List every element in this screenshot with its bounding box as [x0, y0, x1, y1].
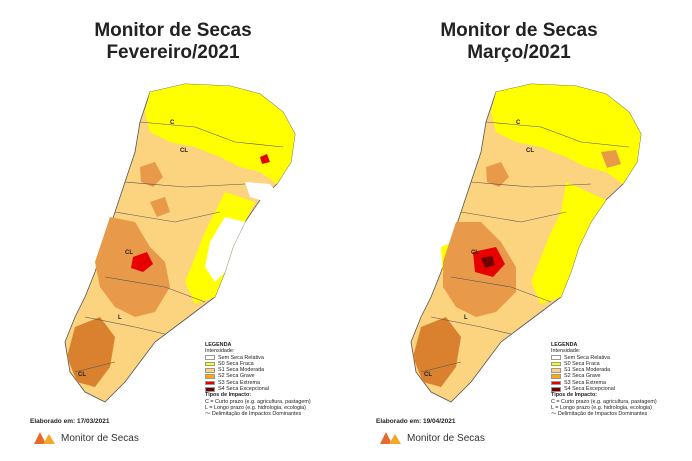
legend-impact-item: L = Longo prazo (e.g. hidrologia, ecolog… [205, 404, 306, 411]
impact-label: CL [526, 148, 534, 154]
legend-row: S1 Seca Moderada [205, 367, 345, 373]
legend-row: S4 Seca Excepcional [551, 386, 691, 392]
swatch [205, 380, 215, 386]
monitor-logo-icon [34, 432, 55, 444]
legend-row: Sem Seca Relativa [551, 355, 691, 361]
legend-item-label: S2 Seca Grave [564, 373, 601, 380]
swatch [205, 386, 215, 392]
legend-title: LEGENDA [205, 342, 232, 348]
s0-north [491, 84, 641, 184]
swatch [551, 380, 561, 386]
legend-row: S2 Seca Grave [551, 373, 691, 379]
title-line-2: Fevereiro/2021 [106, 42, 240, 63]
s2-north [140, 162, 163, 187]
panel-february: Monitor de Secas Fevereiro/2021 C CL CL … [0, 20, 346, 444]
panel-title: Monitor de Secas Fevereiro/2021 [0, 20, 346, 64]
swatch [205, 361, 215, 367]
legend-impact-item: L = Longo prazo (e.g. hidrologia, ecolog… [551, 404, 652, 411]
panel-march: Monitor de Secas Março/2021 C CL CL L CL… [346, 0, 692, 461]
title-line-1: Monitor de Secas [440, 20, 598, 41]
none-ne [245, 182, 280, 200]
s3-core [131, 252, 153, 272]
impact-label: L [118, 315, 122, 321]
legend-impact-item: ⁓ Delimitação de Impactos Dominantes [551, 411, 648, 418]
impact-label: CL [180, 148, 188, 154]
elaborated-date: Elaborado em: 17/03/2021 [30, 418, 110, 425]
legend-impact-item-text: Delimitação de Impactos Dominantes [557, 411, 648, 418]
legend-impact-title: Tipos de Impacto: [205, 392, 252, 399]
state-borders [420, 121, 630, 373]
drought-map [64, 83, 296, 403]
brand-logo: Monitor de Secas [380, 432, 485, 444]
s0-east [531, 182, 606, 304]
monitor-logo-icon [380, 432, 401, 444]
legend-intensity-label: Intensidade: [205, 348, 235, 355]
impact-label: C [170, 120, 175, 126]
legend-row: S3 Seca Extrema [205, 380, 345, 386]
legend-item-label: S4 Seca Excepcional [218, 386, 269, 393]
s0-north [145, 84, 295, 184]
swatch [551, 355, 561, 361]
legend-row: S0 Seca Fraca [551, 361, 691, 367]
swatch [205, 374, 215, 379]
elaborated-date: Elaborado em: 19/04/2021 [376, 418, 456, 425]
s2-ne [601, 150, 621, 168]
s2-mid [150, 197, 170, 217]
impact-label: L [464, 315, 468, 321]
swatch [205, 355, 215, 361]
title-line-1: Monitor de Secas [94, 20, 252, 41]
legend-row: S0 Seca Fraca [205, 361, 345, 367]
s2-north [486, 162, 509, 187]
brand-name: Monitor de Secas [407, 432, 485, 444]
legend-row: Sem Seca Relativa [205, 355, 345, 361]
impact-label: CL [471, 250, 479, 256]
legend-title: LEGENDA [551, 342, 578, 348]
legend-item-label: S0 Seca Fraca [218, 360, 254, 367]
legend-impact-item: ⁓ Delimitação de Impactos Dominantes [205, 411, 302, 418]
brand-name: Monitor de Secas [61, 432, 139, 444]
s2-south [413, 317, 461, 387]
legend-impact-title: Tipos de Impacto: [551, 392, 598, 399]
s4-core [481, 256, 495, 268]
swatch [205, 368, 215, 373]
state-borders [74, 121, 284, 373]
legend-row: S2 Seca Grave [205, 373, 345, 379]
legend-row: S3 Seca Extrema [551, 380, 691, 386]
legend-intensity-label: Intensidade: [551, 348, 581, 355]
legend-item-label: Sem Seca Relativa [218, 354, 264, 361]
legend: LEGENDA Intensidade: Sem Seca Relativa S… [205, 342, 345, 418]
legend-row: S4 Seca Excepcional [205, 386, 345, 392]
legend-item-label: S2 Seca Grave [218, 373, 255, 380]
swatch [551, 386, 561, 392]
legend-item-label: S0 Seca Fraca [564, 360, 600, 367]
title-line-2: Março/2021 [467, 42, 571, 63]
swatch [551, 374, 561, 379]
panel-title: Monitor de Secas Março/2021 [346, 20, 692, 64]
legend-row: S1 Seca Moderada [551, 367, 691, 373]
s3-ne [260, 154, 270, 164]
swatch [551, 368, 561, 373]
legend-item-label: S1 Seca Moderada [564, 367, 611, 374]
swatch [551, 361, 561, 367]
impact-label: C [516, 120, 521, 126]
brand-logo: Monitor de Secas [34, 432, 139, 444]
legend-item-label: S4 Seca Excepcional [564, 386, 615, 393]
legend: LEGENDA Intensidade: Sem Seca Relativa S… [551, 342, 691, 418]
legend-impact-item-text: Delimitação de Impactos Dominantes [211, 411, 302, 418]
legend-item-label: S1 Seca Moderada [218, 367, 265, 374]
s2-south [67, 317, 115, 387]
legend-item-label: S3 Seca Extrema [218, 379, 260, 386]
legend-item-label: Sem Seca Relativa [564, 354, 610, 361]
drought-map [410, 83, 642, 403]
impact-label: CL [78, 372, 86, 378]
none-east [205, 217, 245, 282]
legend-impact-item: C = Curto prazo (e.g. agricultura, pasta… [551, 398, 657, 405]
legend-item-label: S3 Seca Extrema [564, 379, 606, 386]
impact-label: CL [424, 372, 432, 378]
legend-impact-item: C = Curto prazo (e.g. agricultura, pasta… [205, 398, 311, 405]
impact-label: CL [125, 250, 133, 256]
